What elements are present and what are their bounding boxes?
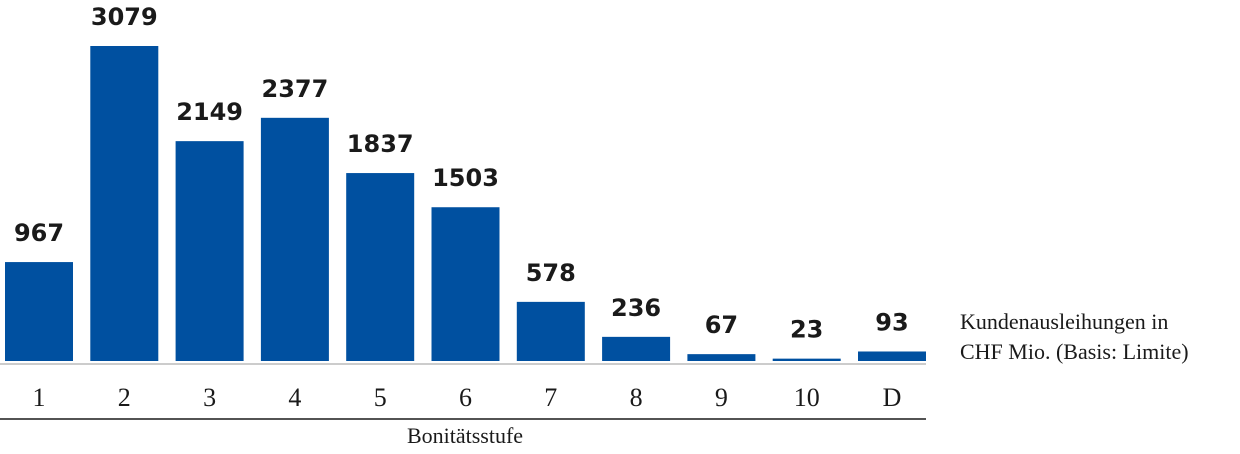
bar bbox=[858, 351, 926, 361]
x-tick-label: 3 bbox=[203, 383, 216, 412]
value-label: 3079 bbox=[91, 3, 158, 31]
value-label: 1503 bbox=[432, 164, 499, 192]
x-tick-label: 5 bbox=[374, 383, 387, 412]
bar bbox=[260, 117, 329, 361]
value-label: 2149 bbox=[176, 98, 243, 126]
value-label: 67 bbox=[705, 311, 738, 339]
value-label: 236 bbox=[611, 294, 661, 322]
value-label: 23 bbox=[790, 316, 823, 344]
value-label: 1837 bbox=[347, 130, 414, 158]
x-tick-label: 4 bbox=[288, 383, 301, 412]
value-note: CHF Mio. (Basis: Limite) bbox=[960, 339, 1189, 364]
x-tick-label: 2 bbox=[118, 383, 131, 412]
x-tick-label: 7 bbox=[544, 383, 557, 412]
value-label: 578 bbox=[526, 259, 576, 287]
bar bbox=[346, 173, 415, 361]
bar bbox=[516, 301, 585, 361]
x-tick-label: 8 bbox=[630, 383, 643, 412]
value-label: 967 bbox=[14, 219, 64, 247]
x-tick-label: D bbox=[883, 383, 902, 412]
bar bbox=[90, 46, 159, 361]
bar bbox=[602, 336, 671, 361]
value-label: 2377 bbox=[262, 75, 329, 103]
bar bbox=[772, 358, 841, 361]
bar bbox=[431, 207, 500, 361]
x-tick-label: 10 bbox=[794, 383, 820, 412]
x-tick-label: 1 bbox=[33, 383, 46, 412]
value-label: 93 bbox=[875, 308, 908, 336]
bar bbox=[5, 262, 73, 361]
x-tick-label: 6 bbox=[459, 383, 472, 412]
value-note: Kundenausleihungen in bbox=[960, 309, 1168, 334]
bar bbox=[175, 141, 244, 361]
bar bbox=[687, 354, 756, 361]
x-tick-label: 9 bbox=[715, 383, 728, 412]
x-axis-label: Bonitätsstufe bbox=[407, 423, 523, 448]
